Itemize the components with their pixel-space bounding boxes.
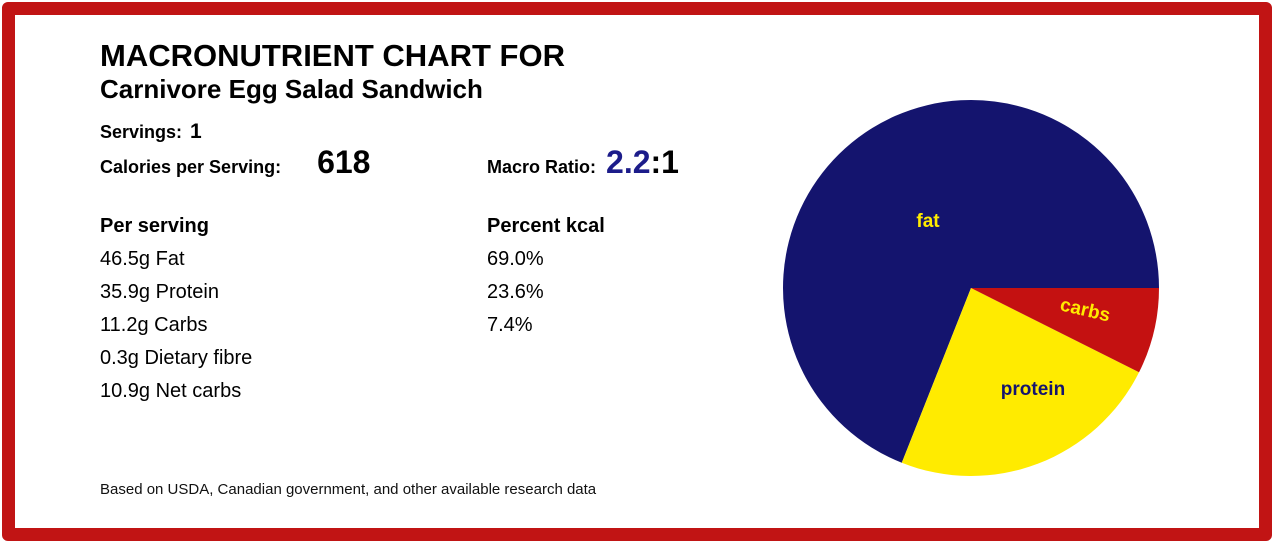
servings-value: 1 <box>190 120 202 143</box>
servings-row: Servings: 1 <box>100 120 202 144</box>
macro-ratio-row: Macro Ratio: 2.2 :1 <box>487 146 679 178</box>
macro-ratio-suffix: :1 <box>650 144 679 180</box>
nutrition-row-carbs: 11.2g Carbs <box>100 314 208 336</box>
pie-chart: fat protein carbs <box>782 99 1160 477</box>
pie-label-fat: fat <box>916 211 940 232</box>
pie-svg <box>783 99 1159 476</box>
percent-row-protein: 23.6% <box>487 281 544 303</box>
nutrition-row-fibre: 0.3g Dietary fibre <box>100 347 253 369</box>
per-serving-column: Per serving 46.5g Fat 35.9g Protein 11.2… <box>100 210 460 408</box>
per-serving-header: Per serving <box>100 215 209 237</box>
macro-ratio-value: 2.2 <box>606 144 651 180</box>
page-subtitle: Carnivore Egg Salad Sandwich <box>100 74 483 104</box>
pie-slice-fat <box>783 99 1159 463</box>
nutrition-row-protein: 35.9g Protein <box>100 281 219 303</box>
macro-ratio-label: Macro Ratio: <box>487 157 597 177</box>
source-note: Based on USDA, Canadian government, and … <box>100 481 597 498</box>
nutrition-row-netcarbs: 10.9g Net carbs <box>100 380 242 402</box>
servings-label: Servings: <box>100 122 183 142</box>
nutrition-row-fat: 46.5g Fat <box>100 248 185 270</box>
page-title: MACRONUTRIENT CHART FOR <box>100 38 565 73</box>
pie-slice-protein <box>901 288 1140 476</box>
percent-row-carbs: 7.4% <box>487 314 533 336</box>
calories-value: 618 <box>317 144 371 180</box>
calories-label: Calories per Serving: <box>100 157 282 177</box>
percent-kcal-header: Percent kcal <box>487 215 605 237</box>
percent-row-fat: 69.0% <box>487 248 544 270</box>
pie-slice-carbs <box>971 288 1159 373</box>
pie-label-protein: protein <box>1000 379 1066 400</box>
percent-kcal-column: Percent kcal 69.0% 23.6% 7.4% <box>487 210 707 342</box>
calories-row: Calories per Serving: 618 <box>100 146 370 178</box>
